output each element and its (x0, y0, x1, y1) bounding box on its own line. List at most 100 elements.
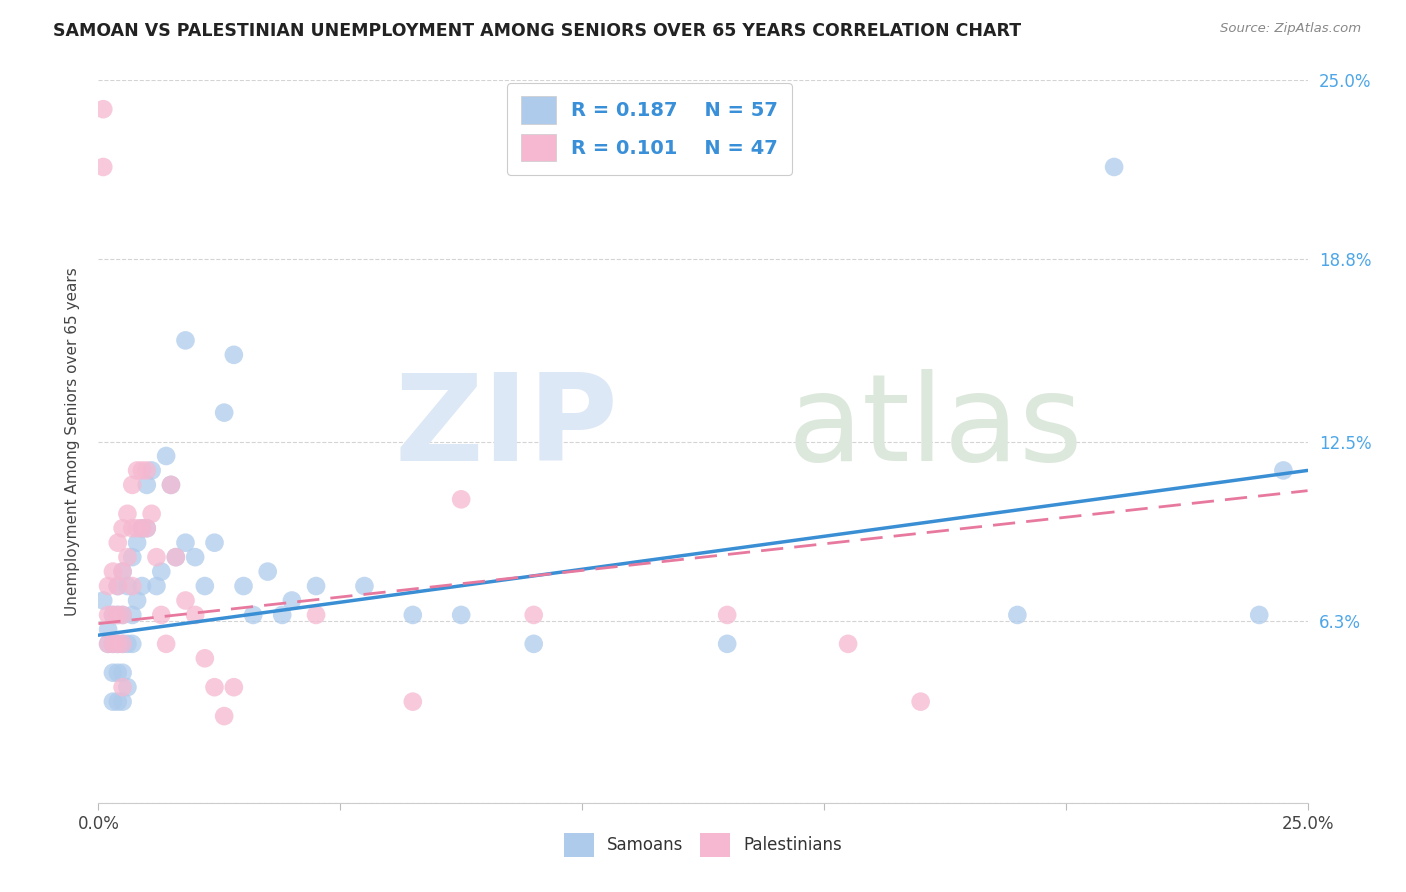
Point (174, 593, 197, 607)
Point (256, 565, 278, 579)
Point (232, 579, 254, 593)
Point (837, 637, 859, 651)
Point (107, 535, 129, 549)
Point (97, 623, 120, 637)
Point (222, 348, 245, 362)
Point (1272, 463, 1295, 477)
Point (117, 550, 139, 565)
Point (174, 334, 197, 348)
Point (212, 709, 235, 723)
Point (150, 607, 173, 622)
Point (91, 102, 114, 116)
Point (111, 565, 134, 579)
Point (402, 607, 425, 622)
Point (101, 607, 124, 622)
Point (305, 579, 328, 593)
Point (204, 535, 226, 549)
Point (97, 637, 120, 651)
Point (107, 579, 129, 593)
Point (111, 637, 134, 651)
Point (141, 463, 163, 477)
Y-axis label: Unemployment Among Seniors over 65 years: Unemployment Among Seniors over 65 years (65, 268, 80, 615)
Point (107, 637, 129, 651)
Point (1007, 607, 1029, 622)
Point (107, 637, 129, 651)
Point (281, 593, 304, 607)
Point (127, 463, 149, 477)
Point (117, 507, 139, 521)
Point (204, 680, 226, 694)
Legend: Samoans, Palestinians: Samoans, Palestinians (554, 823, 852, 867)
Point (111, 607, 134, 622)
Point (127, 535, 149, 549)
Point (121, 607, 143, 622)
Point (145, 579, 167, 593)
Point (121, 550, 143, 565)
Point (450, 492, 472, 507)
Point (111, 521, 134, 535)
Point (101, 607, 124, 622)
Point (127, 521, 149, 535)
Point (174, 535, 197, 549)
Point (111, 695, 134, 709)
Point (107, 695, 129, 709)
Point (117, 637, 139, 651)
Point (222, 680, 245, 694)
Point (271, 607, 294, 622)
Point (121, 521, 143, 535)
Point (523, 637, 546, 651)
Point (194, 579, 217, 593)
Point (101, 637, 124, 651)
Point (111, 665, 134, 680)
Point (121, 579, 143, 593)
Point (160, 478, 183, 492)
Text: ZIP: ZIP (395, 368, 619, 485)
Point (135, 521, 157, 535)
Point (353, 579, 375, 593)
Point (141, 507, 163, 521)
Text: atlas: atlas (787, 368, 1083, 485)
Point (716, 637, 738, 651)
Point (107, 607, 129, 622)
Point (242, 607, 264, 622)
Point (135, 463, 157, 477)
Point (107, 665, 129, 680)
Point (101, 565, 124, 579)
Point (402, 695, 425, 709)
Point (131, 521, 153, 535)
Point (131, 579, 153, 593)
Point (97, 637, 120, 651)
Point (111, 680, 134, 694)
Point (160, 478, 183, 492)
Point (165, 550, 187, 565)
Text: Source: ZipAtlas.com: Source: ZipAtlas.com (1220, 22, 1361, 36)
Point (150, 565, 173, 579)
Point (523, 607, 546, 622)
Point (111, 607, 134, 622)
Point (165, 550, 187, 565)
Point (716, 607, 738, 622)
Point (121, 478, 143, 492)
Point (450, 607, 472, 622)
Point (127, 593, 149, 607)
Point (101, 695, 124, 709)
Point (184, 607, 207, 622)
Point (101, 665, 124, 680)
Point (91, 593, 114, 607)
Point (145, 550, 167, 565)
Point (117, 579, 139, 593)
Point (1249, 607, 1271, 622)
Point (194, 651, 217, 665)
Point (131, 521, 153, 535)
Point (135, 521, 157, 535)
Point (107, 579, 129, 593)
Point (111, 637, 134, 651)
Point (117, 680, 139, 694)
Point (101, 637, 124, 651)
Text: SAMOAN VS PALESTINIAN UNEMPLOYMENT AMONG SENIORS OVER 65 YEARS CORRELATION CHART: SAMOAN VS PALESTINIAN UNEMPLOYMENT AMONG… (53, 22, 1022, 40)
Point (1102, 160, 1125, 174)
Point (305, 607, 328, 622)
Point (184, 550, 207, 565)
Point (135, 478, 157, 492)
Point (91, 160, 114, 174)
